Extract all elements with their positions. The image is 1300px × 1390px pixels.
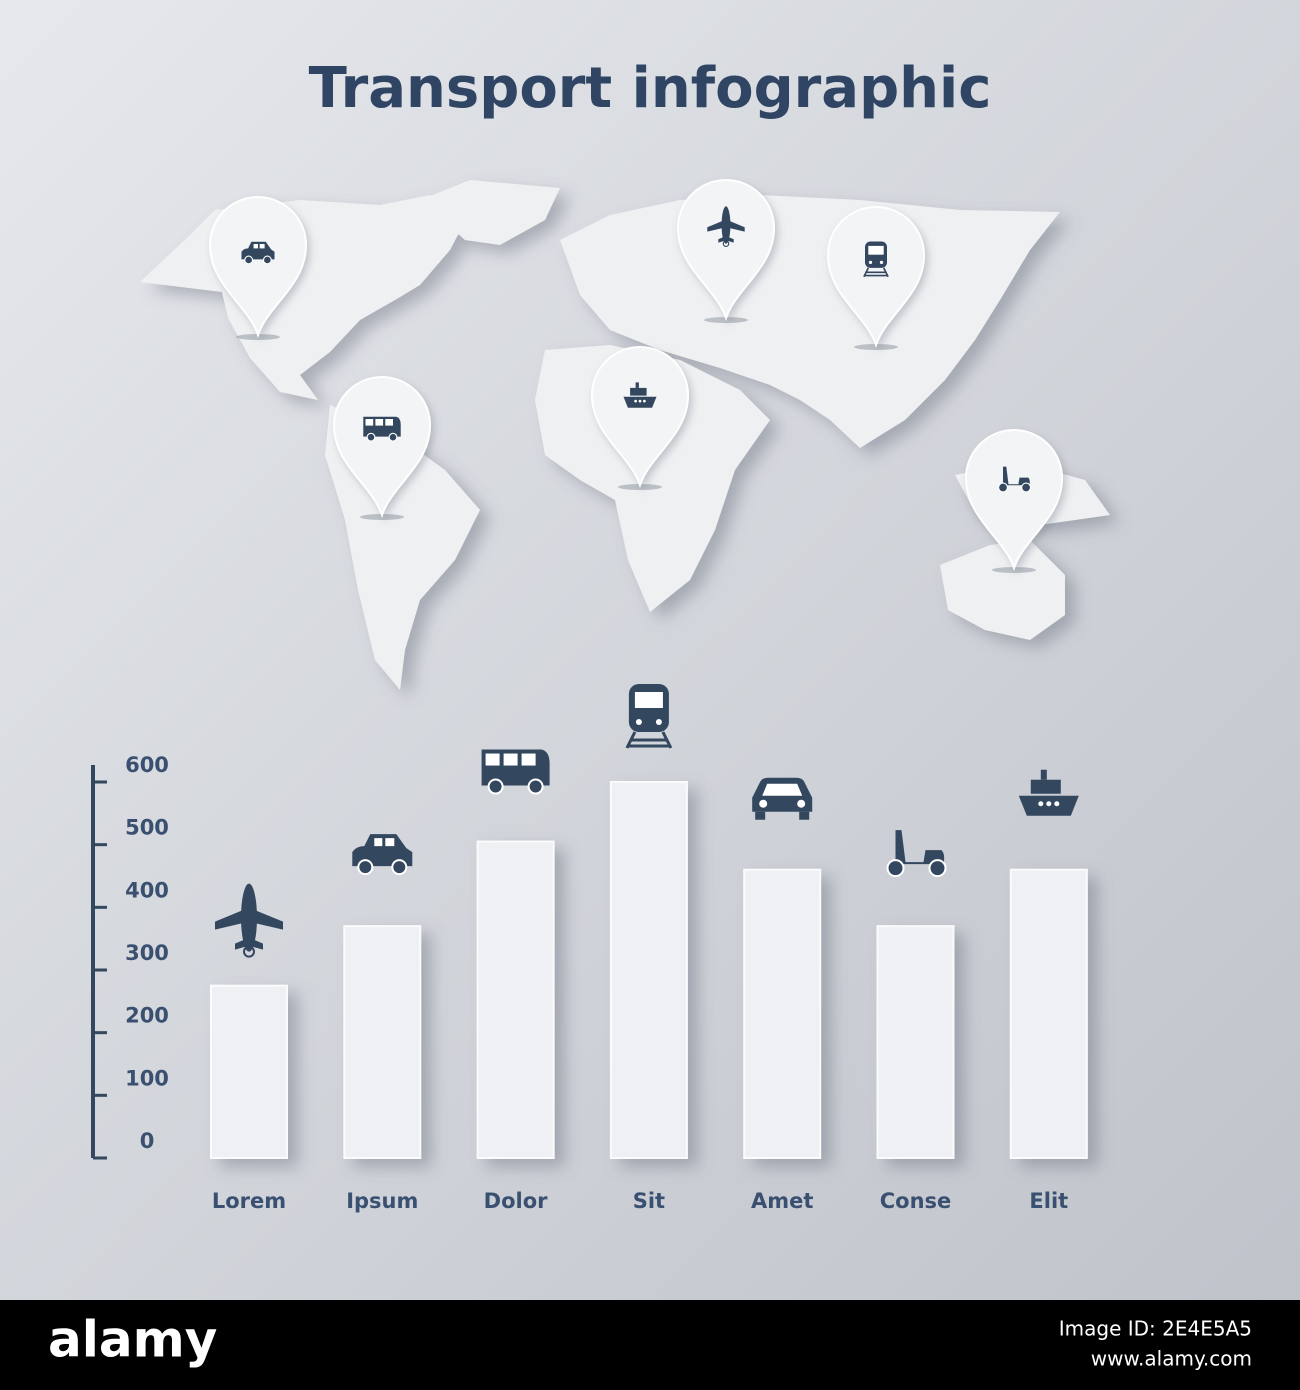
plot: 0 100 200 300 400 500 600 Lorem Ipsum Dolor Sit Ame… [93,682,1088,1213]
url: www.alamy.com [1091,1347,1252,1371]
bar [609,781,688,1159]
y-tick-label: 100 [125,1066,169,1090]
x-tick-label: Lorem [212,1189,286,1213]
y-tick-label: 500 [125,816,169,840]
bar [876,925,955,1160]
x-tick-label: Elit [1029,1189,1068,1213]
bar [476,840,555,1159]
y-tick-label: 400 [125,878,169,902]
bar [743,868,822,1159]
y-tick-label: 0 [140,1129,155,1153]
title: Transport infographic [309,56,992,121]
x-tick-label: Amet [751,1189,813,1213]
y-tick-label: 300 [125,941,169,965]
x-tick-label: Ipsum [346,1189,418,1213]
y-tick-label: 200 [125,1004,169,1028]
bar [1009,868,1088,1159]
bar [210,984,288,1160]
brand: alamy [48,1311,217,1369]
image-id: Image ID: 2E4E5A5 [1059,1317,1252,1341]
x-tick-label: Dolor [484,1189,548,1213]
footer-bar [0,1300,1300,1390]
bar [343,925,422,1160]
x-tick-label: Sit [633,1189,665,1213]
y-tick-label: 600 [125,753,169,777]
x-tick-label: Conse [880,1189,952,1213]
